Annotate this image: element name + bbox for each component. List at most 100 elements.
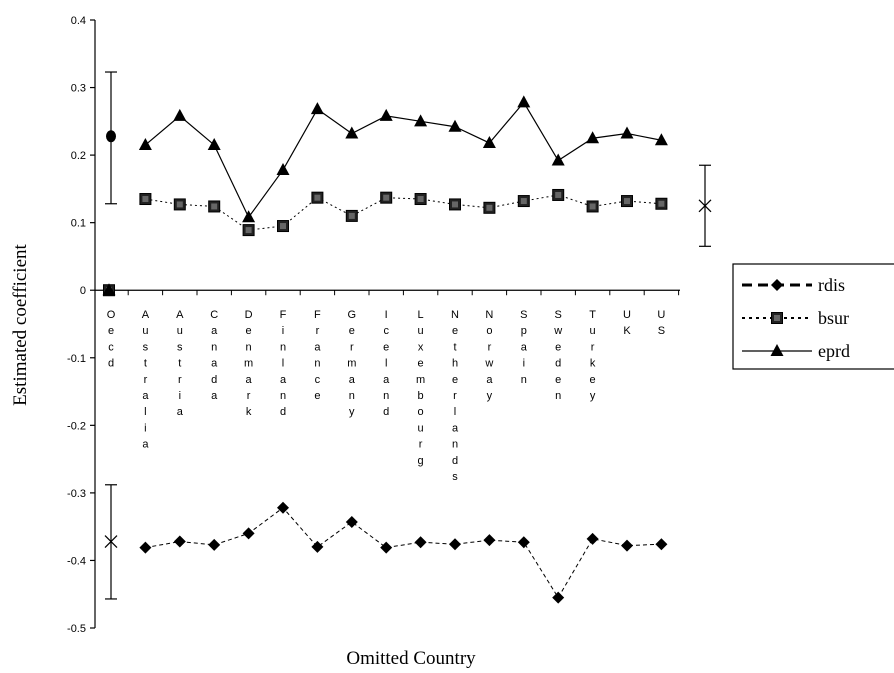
series-rdis bbox=[103, 284, 668, 604]
data-point-eprd bbox=[173, 108, 187, 121]
y-tick-label: 0.4 bbox=[71, 15, 86, 27]
data-point-eprd bbox=[448, 119, 462, 132]
data-point-bsur-inner bbox=[211, 203, 218, 210]
data-point-bsur-inner bbox=[520, 198, 527, 205]
data-point-bsur-inner bbox=[383, 194, 390, 201]
y-axis: 0.4 0.3 0.2 0.1 0 -0.1 -0.2 -0.3 -0.4 -0.5 bbox=[67, 15, 96, 635]
legend-label: rdis bbox=[818, 275, 845, 295]
data-point-rdis bbox=[621, 539, 633, 552]
data-point-bsur-inner bbox=[176, 201, 183, 208]
y-tick-label: -0.2 bbox=[67, 420, 86, 432]
legend-marker-rdis bbox=[771, 279, 783, 291]
data-point-eprd bbox=[586, 131, 600, 144]
y-axis-label: Estimated coefficient bbox=[10, 243, 31, 405]
data-point-eprd bbox=[654, 133, 668, 146]
data-point-eprd bbox=[207, 137, 221, 150]
legend-box bbox=[732, 263, 894, 370]
legend-entry-rdis: rdis bbox=[742, 275, 845, 295]
data-point-bsur-inner bbox=[555, 191, 562, 198]
data-point-eprd bbox=[379, 108, 393, 121]
data-point-eprd bbox=[414, 114, 428, 127]
data-point-rdis bbox=[517, 536, 530, 549]
data-point-bsur-inner bbox=[245, 227, 252, 234]
data-point-bsur-inner bbox=[280, 223, 286, 230]
data-point-rdis bbox=[483, 534, 496, 547]
data-point-bsur-inner bbox=[624, 198, 630, 205]
y-tick-label: 0.1 bbox=[71, 218, 86, 230]
data-point-eprd bbox=[345, 126, 359, 139]
data-point-eprd bbox=[310, 102, 324, 115]
y-tick-label: -0.1 bbox=[67, 353, 86, 365]
error-bar-center bbox=[698, 199, 712, 213]
data-point-eprd bbox=[551, 153, 565, 166]
data-point-eprd bbox=[276, 162, 290, 175]
data-point-rdis bbox=[586, 532, 599, 545]
data-point-rdis bbox=[242, 527, 255, 540]
legend-entry-bsur: bsur bbox=[742, 308, 849, 328]
data-point-rdis bbox=[277, 501, 289, 514]
data-point-rdis bbox=[414, 536, 427, 549]
data-point-eprd bbox=[242, 210, 256, 223]
x-axis bbox=[95, 289, 680, 296]
data-point-bsur-inner bbox=[142, 196, 149, 203]
error-bar-center bbox=[106, 130, 116, 143]
y-tick-label: -0.4 bbox=[67, 555, 86, 567]
data-point-eprd bbox=[482, 135, 496, 148]
error-bar-bsur bbox=[698, 164, 712, 247]
data-point-rdis bbox=[208, 538, 221, 551]
data-point-eprd bbox=[138, 137, 152, 150]
legend-label: bsur bbox=[818, 308, 849, 328]
series-bsur bbox=[103, 188, 668, 297]
series-line-rdis bbox=[145, 507, 662, 599]
data-point-eprd bbox=[517, 95, 531, 108]
legend-marker-eprd bbox=[770, 344, 784, 356]
data-point-rdis bbox=[311, 540, 324, 553]
x-axis-label: Omitted Country bbox=[346, 648, 476, 669]
data-point-rdis bbox=[552, 591, 565, 604]
error-bar-rdis bbox=[104, 484, 118, 600]
y-tick-label: -0.5 bbox=[67, 623, 86, 635]
data-point-bsur-inner bbox=[348, 212, 355, 219]
series-line-eprd bbox=[145, 101, 662, 219]
data-point-rdis bbox=[173, 535, 186, 548]
error-bar-eprd bbox=[105, 71, 117, 205]
data-point-rdis bbox=[655, 538, 668, 551]
error-bar-center bbox=[104, 535, 118, 548]
data-point-bsur-inner bbox=[486, 204, 493, 211]
data-point-rdis bbox=[380, 541, 393, 554]
data-point-rdis bbox=[139, 541, 152, 554]
legend-marker-bsur-inner bbox=[774, 315, 780, 321]
y-tick-label: 0.3 bbox=[71, 83, 86, 95]
data-point-eprd bbox=[620, 126, 634, 139]
series-eprd bbox=[102, 95, 668, 296]
data-point-bsur-inner bbox=[589, 203, 596, 210]
data-point-bsur-inner bbox=[658, 200, 665, 207]
data-point-rdis bbox=[449, 538, 461, 551]
data-point-rdis bbox=[345, 515, 358, 528]
legend: rdis bsur eprd bbox=[732, 263, 894, 370]
y-tick-label: 0 bbox=[80, 285, 86, 297]
data-point-bsur-inner bbox=[417, 196, 424, 203]
legend-label: eprd bbox=[818, 341, 850, 361]
data-point-bsur-inner bbox=[314, 194, 321, 201]
series-line-bsur bbox=[145, 194, 662, 231]
